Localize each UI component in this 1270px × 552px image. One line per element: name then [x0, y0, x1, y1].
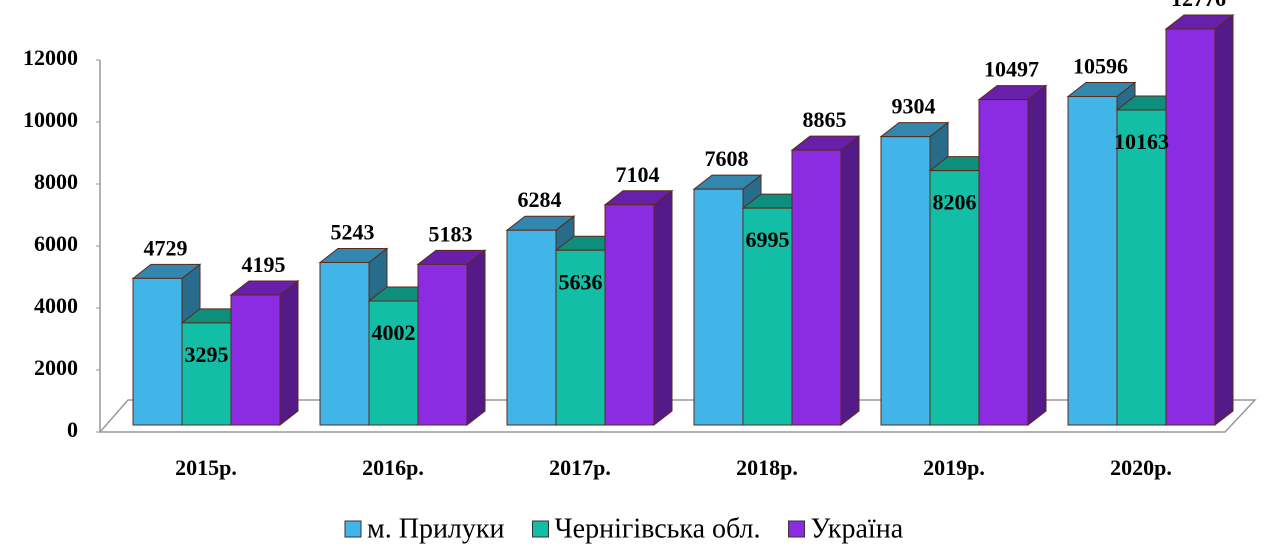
bar-face: [693, 188, 744, 426]
x-tick-label: 2019р.: [923, 455, 985, 480]
bar-face: [417, 263, 468, 426]
value-label: 10596: [1073, 54, 1128, 79]
value-label: 3295: [185, 342, 229, 367]
value-label: 4729: [144, 235, 188, 260]
bar-face: [604, 204, 655, 426]
value-label: 4002: [372, 320, 416, 345]
bar-face: [1067, 96, 1118, 426]
legend-label: м. Прилуки: [367, 513, 505, 544]
bar-face: [791, 149, 842, 426]
bar-face: [230, 294, 281, 426]
legend-label: Україна: [811, 513, 904, 544]
legend-label: Чернігівська обл.: [554, 513, 760, 544]
bar: [229, 279, 300, 427]
value-label: 5243: [331, 220, 375, 245]
value-label: 7104: [616, 162, 660, 187]
value-label: 8865: [803, 107, 847, 132]
value-label: 10163: [1114, 129, 1169, 154]
x-tick-label: 2016р.: [362, 455, 424, 480]
legend-swatch: [344, 520, 362, 538]
value-label: 6995: [746, 227, 790, 252]
bar-face: [1214, 13, 1234, 427]
value-label: 12776: [1171, 0, 1226, 11]
bar-face: [840, 135, 860, 427]
bar-face: [181, 322, 232, 426]
x-tick-label: 2018р.: [736, 455, 798, 480]
bar: [416, 249, 487, 427]
bar-face: [506, 229, 557, 426]
y-tick-label: 2000: [34, 355, 78, 380]
bar-face: [466, 249, 486, 427]
bar-face: [279, 279, 299, 427]
x-tick-label: 2017р.: [549, 455, 611, 480]
bar: [603, 189, 674, 427]
bar-face: [1116, 109, 1167, 426]
bar-face: [1165, 28, 1216, 426]
y-tick-label: 12000: [23, 45, 78, 70]
x-tick-label: 2020р.: [1110, 455, 1172, 480]
bar: [1164, 13, 1235, 427]
legend-swatch: [531, 520, 549, 538]
bar: [977, 84, 1048, 427]
bar-face: [1027, 84, 1047, 427]
value-label: 6284: [518, 187, 562, 212]
y-tick-label: 0: [67, 417, 78, 442]
bar-face: [132, 277, 183, 426]
y-tick-label: 8000: [34, 169, 78, 194]
bar-face: [319, 261, 370, 426]
bar-face: [978, 99, 1029, 426]
y-tick-label: 10000: [23, 107, 78, 132]
bar-face: [653, 189, 673, 427]
bar-face: [880, 136, 931, 426]
x-tick-label: 2015р.: [175, 455, 237, 480]
legend-swatch: [788, 520, 806, 538]
value-label: 5183: [429, 221, 473, 246]
bar: [790, 135, 861, 427]
value-label: 5636: [559, 269, 603, 294]
value-label: 4195: [242, 252, 286, 277]
value-label: 7608: [705, 146, 749, 171]
value-label: 10497: [984, 57, 1039, 82]
value-label: 8206: [933, 190, 977, 215]
y-tick-label: 4000: [34, 293, 78, 318]
value-label: 9304: [892, 94, 936, 119]
y-tick-label: 6000: [34, 231, 78, 256]
